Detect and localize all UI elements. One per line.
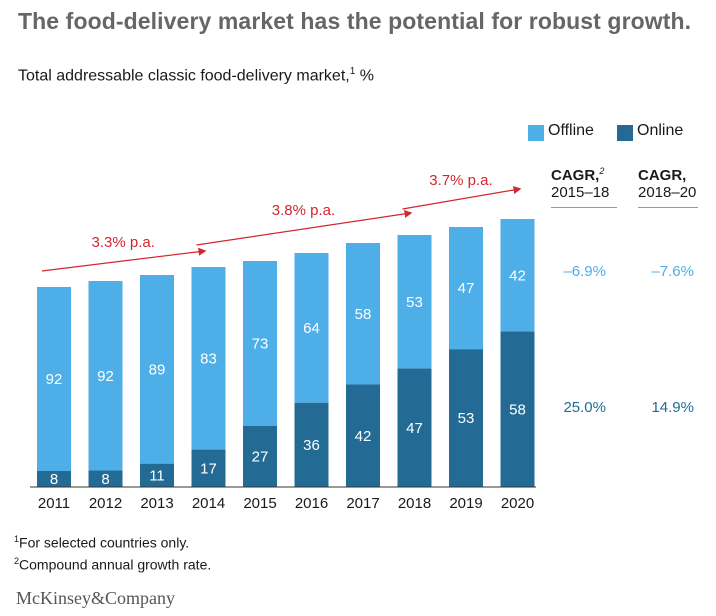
bar-offline-2012 <box>88 281 123 471</box>
bar-online-2012 <box>88 470 123 487</box>
bar-offline-2011 <box>37 287 71 471</box>
x-tick-label-2013: 2013 <box>140 495 173 512</box>
bar-online-2017 <box>346 384 380 487</box>
chart-title: The food-delivery market has the potenti… <box>18 8 692 34</box>
cagr-header-2018-20: CAGR, 2018–20 <box>638 166 698 208</box>
cagr-offline-2015-18: –6.9% <box>563 263 606 280</box>
label-online-2012: 8 <box>101 471 109 488</box>
label-online-2017: 42 <box>355 428 372 445</box>
x-tick-label-2011: 2011 <box>38 495 70 512</box>
bar-online-2019 <box>449 349 483 487</box>
x-tick-label-2016: 2016 <box>295 495 328 512</box>
bar-online-2020 <box>500 331 535 487</box>
legend-label-offline: Offline <box>548 122 594 139</box>
label-offline-2014: 83 <box>200 350 217 367</box>
legend-swatch-offline <box>528 125 544 141</box>
x-tick-label-2020: 2020 <box>501 495 534 512</box>
bar-offline-2013 <box>140 275 174 464</box>
cagr-offline-2018-20: –7.6% <box>651 263 694 280</box>
growth-arrow-3 <box>402 186 522 210</box>
legend-label-online: Online <box>637 122 684 139</box>
legend: Offline Online <box>0 122 716 144</box>
label-offline-2017: 58 <box>355 306 372 323</box>
growth-annotations-group: 3.3% p.a. 3.8% p.a. 3.7% p.a. <box>41 172 522 272</box>
x-tick-label-2015: 2015 <box>243 495 276 512</box>
cagr-header-2015-18: CAGR,2 2015–18 <box>551 166 617 208</box>
bar-offline-2017 <box>346 243 380 385</box>
x-tick-label-2014: 2014 <box>192 495 225 512</box>
bar-online-2013 <box>140 463 174 487</box>
label-offline-2016: 64 <box>303 320 320 337</box>
bar-offline-2014 <box>191 267 226 450</box>
label-online-2013: 11 <box>149 467 165 484</box>
x-axis-ticks: 2011 2012 2013 2014 2015 2016 2017 2018 2019 2020 <box>38 495 534 512</box>
growth-arrow-2 <box>196 209 413 246</box>
label-offline-2012: 92 <box>97 368 114 385</box>
cagr-online-2015-18: 25.0% <box>563 399 606 416</box>
stacked-bar-chart: 92 8 92 8 89 11 83 17 73 27 64 36 58 42 53 47 47 53 42 58 3… <box>30 172 536 512</box>
growth-label-1: 3.3% p.a. <box>92 234 155 251</box>
bar-offline-2019 <box>449 227 483 350</box>
label-online-2011: 8 <box>50 471 58 488</box>
label-online-2019: 53 <box>458 410 475 427</box>
legend-swatch-online <box>617 125 633 141</box>
cagr-online-2018-20: 14.9% <box>651 399 694 416</box>
growth-label-2: 3.8% p.a. <box>272 202 335 219</box>
x-tick-label-2012: 2012 <box>89 495 122 512</box>
mckinsey-logo: McKinsey&Company <box>16 588 175 608</box>
bar-online-2011 <box>37 471 71 487</box>
label-offline-2018: 53 <box>406 294 423 311</box>
growth-arrow-1 <box>41 247 207 272</box>
label-offline-2011: 92 <box>46 371 63 388</box>
footnote-2: 2Compound annual growth rate. <box>14 555 212 573</box>
cagr-header-title: CAGR,2 <box>551 166 605 184</box>
bars-group: 92 8 92 8 89 11 83 17 73 27 64 36 58 42 53 47 47 53 42 58 <box>37 219 535 488</box>
cagr-header-period: 2018–20 <box>638 184 698 208</box>
cagr-header-title: CAGR, <box>638 167 687 184</box>
subtitle-text: Total addressable classic food-delivery … <box>18 67 350 85</box>
bar-online-2016 <box>294 402 329 487</box>
bar-online-2015 <box>243 425 277 487</box>
label-offline-2013: 89 <box>149 361 166 378</box>
bar-online-2014 <box>191 449 226 487</box>
label-online-2018: 47 <box>406 420 423 437</box>
subtitle-unit: % <box>355 67 374 85</box>
label-online-2016: 36 <box>303 437 320 454</box>
label-online-2015: 27 <box>252 448 269 465</box>
growth-label-3: 3.7% p.a. <box>429 172 492 189</box>
x-tick-label-2017: 2017 <box>346 495 379 512</box>
cagr-header-period: 2015–18 <box>551 184 617 208</box>
bar-offline-2020 <box>500 219 535 332</box>
label-offline-2019: 47 <box>458 280 475 297</box>
label-offline-2020: 42 <box>509 267 526 284</box>
label-online-2020: 58 <box>509 401 526 418</box>
x-tick-label-2019: 2019 <box>449 495 482 512</box>
footnote-1: 1For selected countries only. <box>14 534 190 551</box>
label-online-2014: 17 <box>200 460 217 477</box>
bar-offline-2018 <box>397 235 432 369</box>
bar-offline-2016 <box>294 253 329 403</box>
footnotes: 1For selected countries only. 2Compound … <box>14 530 211 573</box>
bar-online-2018 <box>397 368 432 487</box>
label-offline-2015: 73 <box>252 335 269 352</box>
bar-offline-2015 <box>243 261 277 426</box>
chart-subtitle: Total addressable classic food-delivery … <box>18 66 374 85</box>
x-tick-label-2018: 2018 <box>398 495 431 512</box>
subtitle-footnote-marker: 1 <box>349 66 356 77</box>
